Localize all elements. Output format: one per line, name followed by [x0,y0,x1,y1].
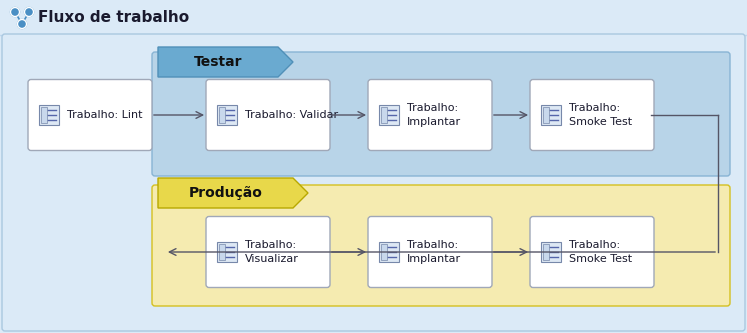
FancyBboxPatch shape [206,216,330,287]
FancyBboxPatch shape [217,105,237,125]
FancyBboxPatch shape [541,105,561,125]
FancyBboxPatch shape [219,244,225,260]
FancyBboxPatch shape [152,52,730,176]
FancyBboxPatch shape [543,107,549,123]
FancyBboxPatch shape [2,34,745,331]
FancyBboxPatch shape [368,216,492,287]
Polygon shape [158,178,308,208]
Circle shape [25,8,34,17]
FancyBboxPatch shape [219,107,225,123]
FancyBboxPatch shape [543,244,549,260]
FancyBboxPatch shape [379,242,399,262]
FancyBboxPatch shape [217,242,237,262]
Text: Trabalho:
Visualizar: Trabalho: Visualizar [245,240,299,264]
FancyBboxPatch shape [541,242,561,262]
FancyBboxPatch shape [530,216,654,287]
Text: Produção: Produção [188,186,262,200]
Text: Fluxo de trabalho: Fluxo de trabalho [38,11,189,26]
FancyBboxPatch shape [152,185,730,306]
Text: Trabalho: Lint: Trabalho: Lint [67,110,143,120]
FancyBboxPatch shape [39,105,59,125]
Text: Trabalho:
Implantar: Trabalho: Implantar [407,104,461,127]
FancyBboxPatch shape [381,244,387,260]
FancyBboxPatch shape [28,80,152,151]
Circle shape [17,20,26,29]
Text: Trabalho:
Smoke Test: Trabalho: Smoke Test [569,104,632,127]
Text: Trabalho: Validar: Trabalho: Validar [245,110,338,120]
Polygon shape [158,47,293,77]
Text: Trabalho:
Smoke Test: Trabalho: Smoke Test [569,240,632,264]
Text: Trabalho:
Implantar: Trabalho: Implantar [407,240,461,264]
FancyBboxPatch shape [368,80,492,151]
FancyBboxPatch shape [41,107,47,123]
FancyBboxPatch shape [381,107,387,123]
FancyBboxPatch shape [379,105,399,125]
Circle shape [10,8,19,17]
FancyBboxPatch shape [530,80,654,151]
FancyBboxPatch shape [206,80,330,151]
Text: Testar: Testar [193,55,242,69]
